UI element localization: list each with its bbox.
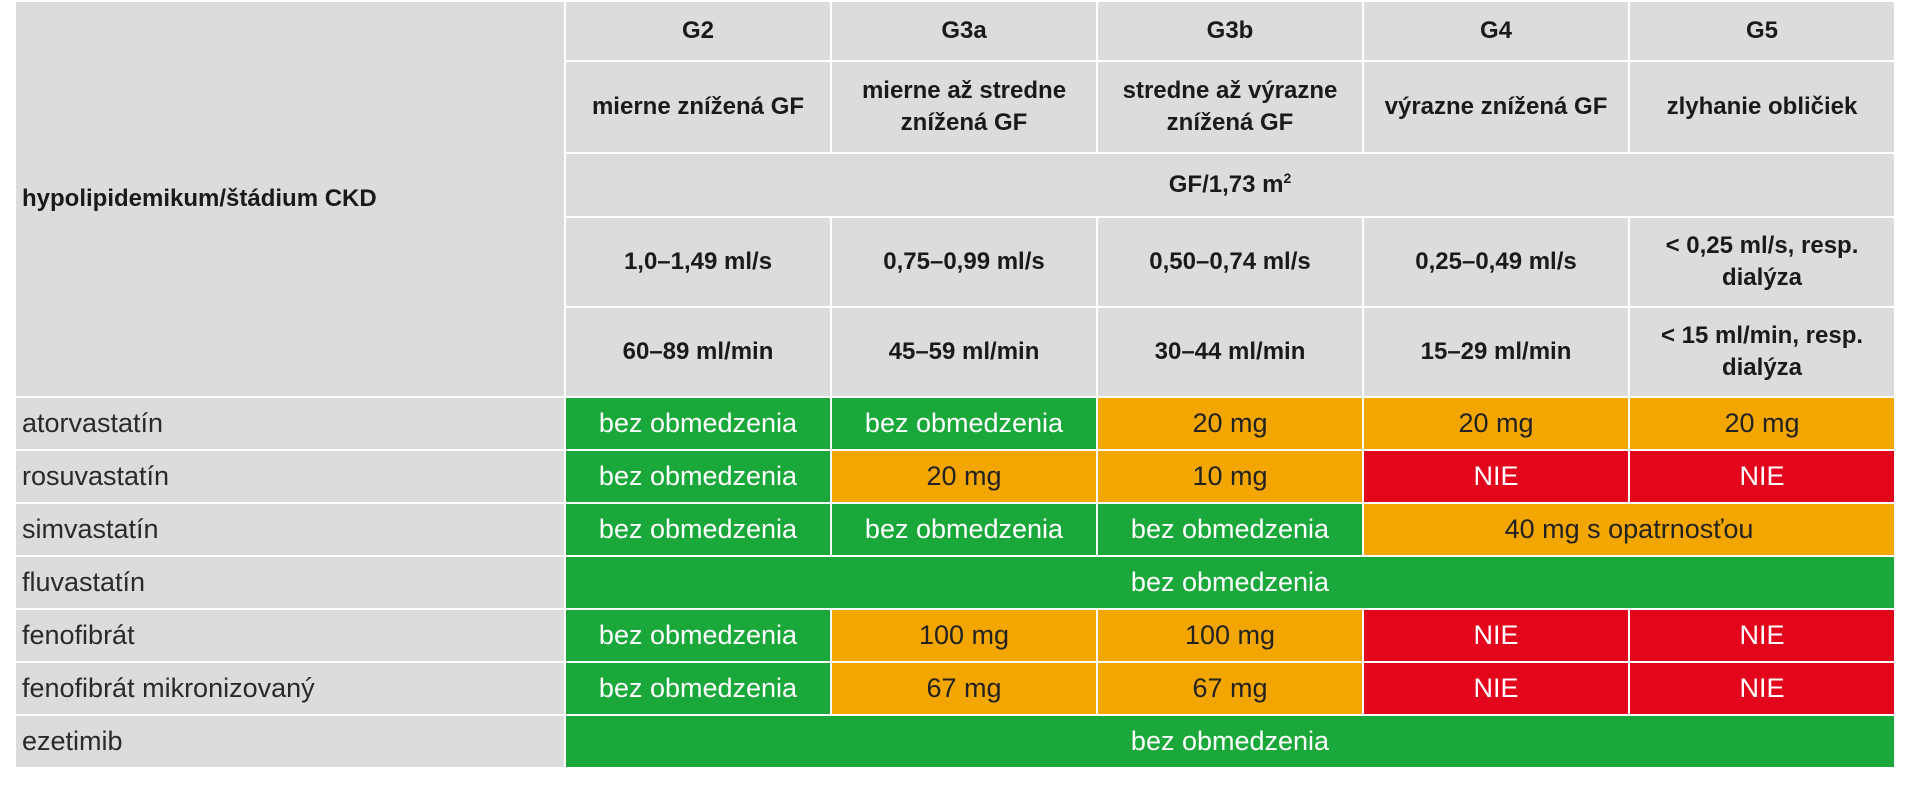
header-row-unit: GF/1,73 m2	[15, 152, 1896, 218]
dose-cell-red: NIE	[1628, 661, 1896, 716]
header-row-ml-min: 60–89 ml/min 45–59 ml/min 30–44 ml/min 1…	[15, 306, 1896, 398]
dose-cell-orange: 67 mg	[830, 661, 1098, 716]
dose-cell-green: bez obmedzenia	[564, 502, 832, 557]
drug-name-cell: fluvastatín	[14, 555, 566, 610]
table-row: fenofibrát bez obmedzenia 100 mg 100 mg NIE N…	[14, 608, 1896, 663]
table-row: fenofibrát mikronizovaný bez obmedzenia 67…	[14, 661, 1896, 716]
header-unit-sup: 2	[1283, 170, 1292, 186]
dose-cell-red: NIE	[1362, 661, 1630, 716]
dose-cell-green: bez obmedzenia	[564, 661, 832, 716]
dose-cell-green: bez obmedzenia	[830, 396, 1098, 451]
dose-cell-green: bez obmedzenia	[1096, 502, 1364, 557]
table-row: rosuvastatín bez obmedzenia 20 mg 10 mg NIE N…	[14, 449, 1896, 504]
header-stage: G5	[1628, 0, 1896, 62]
dose-cell-green: bez obmedzenia	[564, 449, 832, 504]
header-range-ml-s: 0,25–0,49 ml/s	[1362, 216, 1630, 308]
dose-cell-green: bez obmedzenia	[564, 714, 1896, 769]
header-unit: GF/1,73 m2	[564, 152, 1896, 218]
header-range-ml-s: < 0,25 ml/s, resp. dialýza	[1628, 216, 1896, 308]
dose-cell-orange: 20 mg	[1096, 396, 1364, 451]
dose-cell-orange: 67 mg	[1096, 661, 1364, 716]
dose-cell-orange: 100 mg	[830, 608, 1098, 663]
header-stage: G3a	[830, 0, 1098, 62]
ckd-dosing-table-container: hypolipidemikum/štádium CKD G2 G3a G3b G…	[14, 0, 1896, 769]
header-stage: G3b	[1096, 0, 1364, 62]
table-row: simvastatín bez obmedzenia bez obmedzenia b…	[14, 502, 1896, 557]
dose-cell-green: bez obmedzenia	[564, 396, 832, 451]
header-range-ml-s: 0,50–0,74 ml/s	[1096, 216, 1364, 308]
drug-name-cell: simvastatín	[14, 502, 566, 557]
dose-cell-green: bez obmedzenia	[830, 502, 1098, 557]
dose-cell-green: bez obmedzenia	[564, 608, 832, 663]
dose-cell-red: NIE	[1362, 608, 1630, 663]
dose-cell-green: bez obmedzenia	[564, 555, 1896, 610]
header-stage: G2	[564, 0, 832, 62]
header-description: zlyhanie obličiek	[1628, 60, 1896, 154]
header-range-ml-min: 15–29 ml/min	[1362, 306, 1630, 398]
header-range-ml-min: < 15 ml/min, resp. dialýza	[1628, 306, 1896, 398]
table-row: fluvastatín bez obmedzenia	[14, 555, 1896, 610]
header-row-descriptions: mierne znížená GF mierne až stredne zníž…	[15, 60, 1896, 154]
dose-cell-orange: 20 mg	[1628, 396, 1896, 451]
header-row-stages: hypolipidemikum/štádium CKD G2 G3a G3b G…	[14, 0, 1896, 398]
dose-cell-orange: 10 mg	[1096, 449, 1364, 504]
dose-cell-orange: 100 mg	[1096, 608, 1364, 663]
table-header: hypolipidemikum/štádium CKD G2 G3a G3b G…	[14, 0, 1896, 398]
header-range-ml-min: 60–89 ml/min	[564, 306, 832, 398]
header-description: mierne až stredne znížená GF	[830, 60, 1098, 154]
drug-name-cell: rosuvastatín	[14, 449, 566, 504]
drug-name-cell: ezetimib	[14, 714, 566, 769]
dose-cell-red: NIE	[1628, 449, 1896, 504]
header-description: stredne až výrazne znížená GF	[1096, 60, 1364, 154]
table-body: atorvastatín bez obmedzenia bez obmedzenia…	[14, 396, 1896, 769]
drug-name-cell: fenofibrát	[14, 608, 566, 663]
dose-cell-orange: 20 mg	[830, 449, 1098, 504]
table-row: ezetimib bez obmedzenia	[14, 714, 1896, 769]
drug-name-cell: fenofibrát mikronizovaný	[14, 661, 566, 716]
drug-name-cell: atorvastatín	[14, 396, 566, 451]
header-corner: hypolipidemikum/štádium CKD	[14, 0, 566, 398]
header-description: výrazne znížená GF	[1362, 60, 1630, 154]
ckd-dosing-table: hypolipidemikum/štádium CKD G2 G3a G3b G…	[14, 0, 1896, 769]
dose-cell-orange: 20 mg	[1362, 396, 1630, 451]
dose-cell-orange: 40 mg s opatrnosťou	[1362, 502, 1896, 557]
header-row-ml-s: 1,0–1,49 ml/s 0,75–0,99 ml/s 0,50–0,74 m…	[15, 216, 1896, 308]
dose-cell-red: NIE	[1362, 449, 1630, 504]
header-range-ml-s: 1,0–1,49 ml/s	[564, 216, 832, 308]
header-unit-base: GF/1,73 m	[1168, 171, 1284, 198]
header-range-ml-min: 30–44 ml/min	[1096, 306, 1364, 398]
dose-cell-red: NIE	[1628, 608, 1896, 663]
header-description: mierne znížená GF	[564, 60, 832, 154]
header-range-ml-min: 45–59 ml/min	[830, 306, 1098, 398]
header-range-ml-s: 0,75–0,99 ml/s	[830, 216, 1098, 308]
table-row: atorvastatín bez obmedzenia bez obmedzenia…	[14, 396, 1896, 451]
header-stage: G4	[1362, 0, 1630, 62]
